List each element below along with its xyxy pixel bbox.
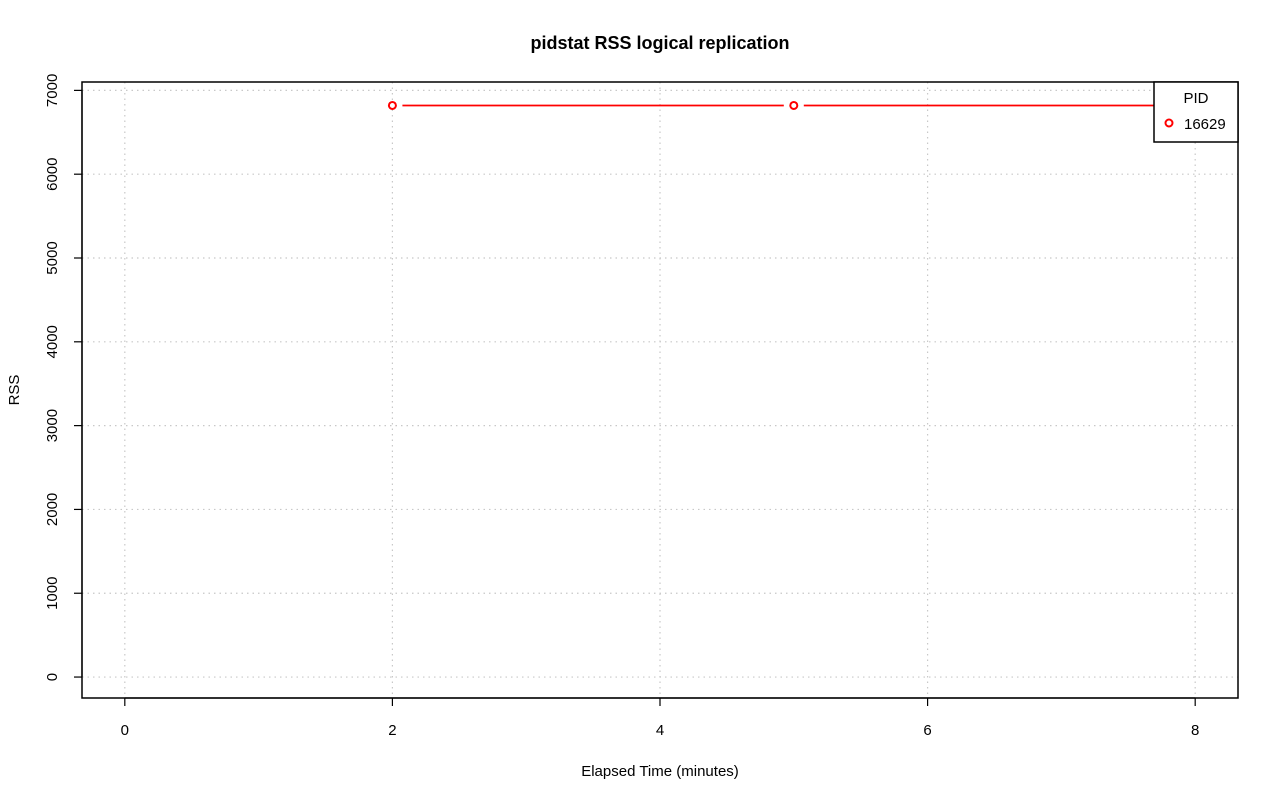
y-tick-label-4: 4000 [44, 325, 61, 358]
legend-marker-16629 [1164, 118, 1174, 128]
y-axis-label: RSS [6, 375, 23, 406]
series-layer [387, 100, 1200, 110]
y-tick-label-1: 1000 [44, 577, 61, 610]
y-tick-label-3: 3000 [44, 409, 61, 442]
y-tick-label-0: 0 [44, 673, 61, 681]
x-axis-label: Elapsed Time (minutes) [581, 763, 739, 780]
legend-title: PID [1183, 90, 1208, 107]
legend-entry-16629: 16629 [1184, 116, 1226, 133]
y-tick-label-6: 6000 [44, 158, 61, 191]
x-tick-label-3: 6 [923, 722, 931, 739]
chart-title: pidstat RSS logical replication [530, 33, 789, 53]
legend: PID 16629 [1153, 81, 1239, 143]
y-tick-label-7: 7000 [44, 74, 61, 107]
axes: 0 2 4 6 8 0 1000 2000 3000 4000 5000 6000 7000 [44, 74, 1199, 739]
y-tick-label-2: 2000 [44, 493, 61, 526]
plot-frame [81, 81, 1239, 699]
y-tick-label-5: 5000 [44, 241, 61, 274]
x-tick-label-4: 8 [1191, 722, 1199, 739]
x-tick-label-0: 0 [121, 722, 129, 739]
x-tick-label-1: 2 [388, 722, 396, 739]
legend-box [1153, 81, 1239, 143]
grid-lines [82, 82, 1238, 698]
series-16629-point-0 [387, 100, 397, 110]
series-16629-point-1 [789, 100, 799, 110]
x-tick-label-2: 4 [656, 722, 664, 739]
